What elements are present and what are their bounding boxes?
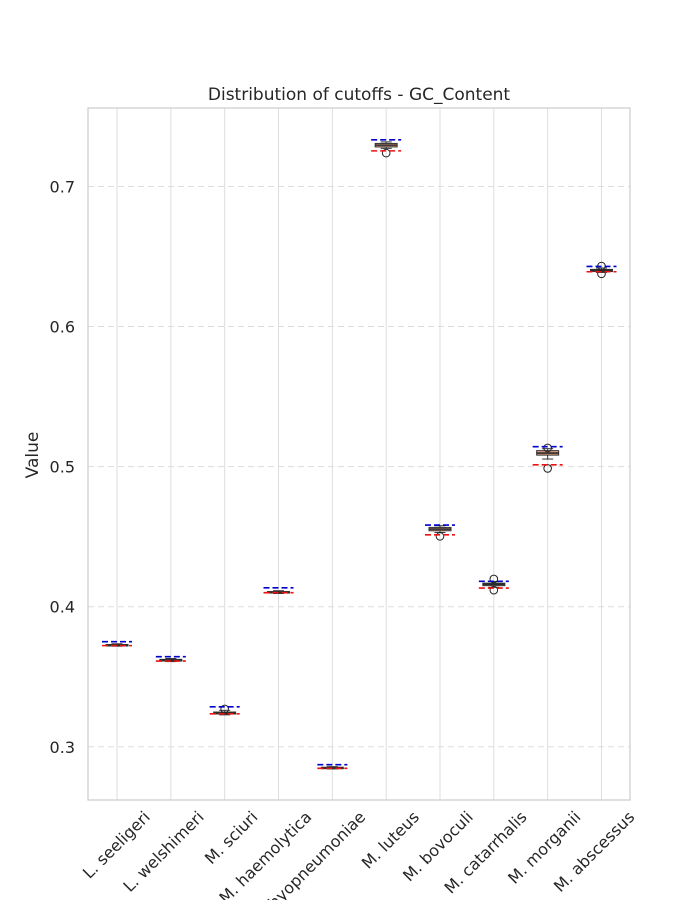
box-group: [155, 655, 186, 663]
y-tick-label: 0.5: [50, 458, 75, 477]
outlier-point: [543, 443, 552, 453]
outlier-point: [435, 532, 445, 541]
outlier-point: [597, 269, 606, 279]
box-group: [371, 138, 402, 158]
y-tick-label: 0.3: [50, 738, 75, 757]
y-tick-label: 0.4: [50, 598, 75, 617]
outlier-point: [489, 585, 499, 595]
box-group: [532, 443, 563, 473]
chart-title: Distribution of cutoffs - GC_Content: [208, 85, 511, 105]
plot-frame: [87, 107, 631, 801]
box-group: [263, 586, 294, 595]
box-group: [586, 261, 617, 279]
y-tick-label: 0.7: [50, 177, 75, 196]
y-tick-labels: 0.3 0.4 0.5 0.6 0.7: [50, 177, 75, 756]
box-group: [102, 640, 133, 647]
box-group: [478, 574, 509, 595]
y-tick-label: 0.6: [50, 318, 75, 337]
boxes-layer: [102, 138, 617, 770]
box-group: [424, 524, 455, 541]
box-group: [209, 704, 240, 716]
outlier-point: [489, 574, 499, 584]
outlier-point: [381, 148, 391, 158]
outlier-point: [220, 704, 229, 714]
box-group: [317, 763, 348, 770]
y-axis-label: Value: [23, 432, 43, 479]
